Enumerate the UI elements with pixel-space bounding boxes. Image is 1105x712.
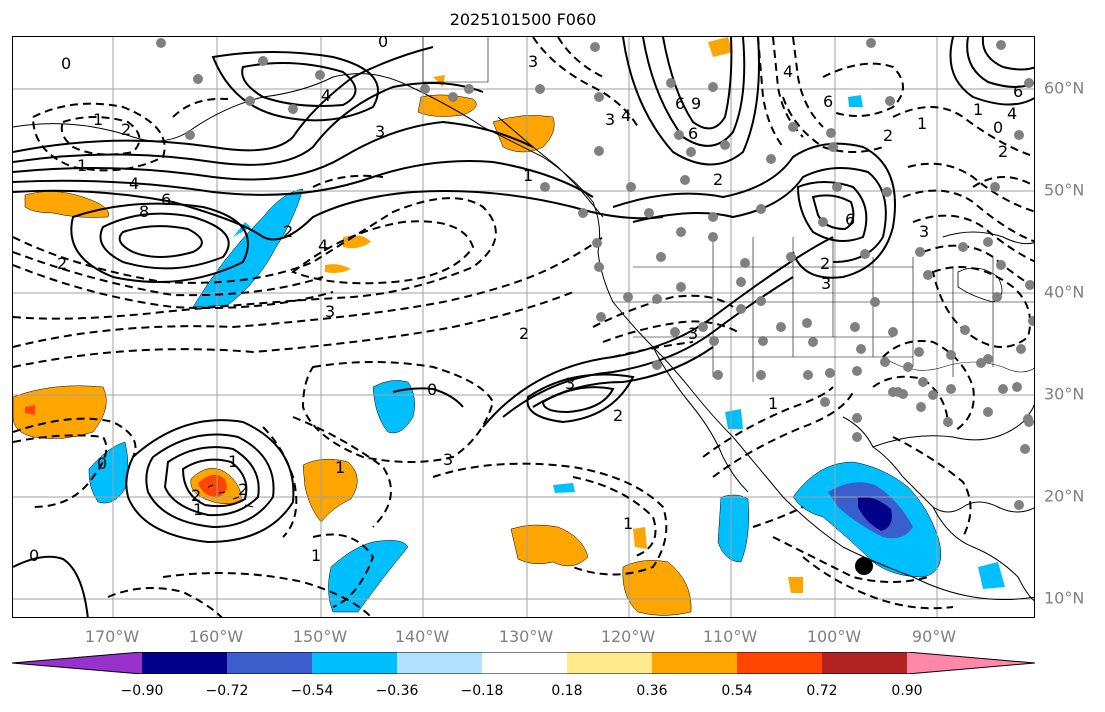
contour-label: 1 [523,166,533,185]
map-title: 2025101500 F060 [449,10,597,29]
contour-label: 1 [77,156,87,175]
longitude-label: 160°W [188,627,244,646]
colorbar-tick-label: 0.90 [891,683,923,699]
contour-label: 6 [823,92,833,111]
colorbar-tick-label: −0.72 [205,683,249,699]
map-panel[interactable]: 0 3 4 6 9 3 4 3 2 0 1 2 6 1 0 1 4 8 6 2 … [12,36,1035,618]
contour-label: 1 [917,114,927,133]
colorbar-segment [12,652,142,674]
contour-label: 1 [768,394,778,413]
contour-label: 6 [845,210,855,229]
latitude-label: 40°N [1044,282,1085,302]
contour-label: 6 [1013,82,1023,101]
contour-label: 3 [919,222,929,241]
contour-label: 2 [883,126,893,145]
contour-label: 1 [93,110,103,129]
colorbar-segment [142,652,227,674]
contour-label: 2 [238,480,248,499]
contour-label: 3 [325,302,335,321]
map-canvas[interactable]: 0 3 4 6 9 3 4 3 2 0 1 2 6 1 0 1 4 8 6 2 … [13,37,1035,618]
coastlines [13,37,1034,602]
contour-label: 0 [29,546,39,565]
longitude-label: 100°W [806,627,862,646]
contour-label: 3 [375,122,385,141]
longitude-label: 170°W [84,627,140,646]
station-markers [156,38,1034,510]
contour-label: 2 [713,170,723,189]
contour-label: 3 [443,450,453,469]
longitude-label: 110°W [702,627,758,646]
contour-label: 0 [993,118,1003,137]
contour-label: 2 [519,324,529,343]
contour-label: 4 [1007,104,1017,123]
contour-label: 0 [97,454,107,473]
contour-label: 3 [605,110,615,129]
contour-label: 8 [139,202,149,221]
longitude-label: 130°W [498,627,554,646]
contour-label: 6 [675,94,685,113]
colorbar-segment [482,652,567,674]
contour-label: 1 [193,500,203,519]
latitude-label: 10°N [1044,588,1085,608]
colorbar-segment [567,652,652,674]
contour-label: 0 [427,380,437,399]
contour-label: 1 [973,100,983,119]
longitude-label: 150°W [292,627,348,646]
colorbar-segment [397,652,482,674]
longitude-label: 140°W [394,627,450,646]
contour-label: 1 [623,514,633,533]
contour-label: 1 [228,452,238,471]
colorbar-tick-label: 0.18 [551,683,583,699]
contour-label: 2 [998,142,1008,161]
contour-label: 2 [613,406,623,425]
contour-label: 0 [61,54,71,73]
contour-label: 4 [129,174,139,193]
contour-label: 2 [820,254,830,273]
storm-center-marker [855,557,873,575]
contour-label: 2 [121,120,131,139]
latitude-label: 20°N [1044,486,1085,506]
contours-negative [13,37,1034,617]
contour-label: 3 [565,374,575,393]
contour-label: 3 [688,324,698,343]
colorbar-segment [227,652,312,674]
colorbar-tick-label: −0.90 [120,683,164,699]
contour-label: 9 [691,94,701,113]
contour-label: 2 [57,254,67,273]
colorbar-tick-label: −0.36 [375,683,419,699]
contour-label: 3 [821,274,831,293]
colorbar-segment [822,652,907,674]
contour-label: 4 [318,236,328,255]
contour-label: 1 [311,546,321,565]
contour-label: 4 [783,62,793,81]
contour-label: 4 [321,86,331,105]
contour-label-group: 0 3 4 6 9 3 4 3 2 0 1 2 6 1 0 1 4 8 6 2 … [29,37,1023,565]
colorbar-tick-label: 0.54 [721,683,753,699]
contour-label: 0 [378,37,388,51]
contour-label: 2 [283,222,293,241]
latitude-label: 30°N [1044,384,1085,404]
contour-label: 1 [335,458,345,477]
colorbar-tick-label: 0.36 [636,683,668,699]
colorbar-segment [737,652,822,674]
colorbar [12,652,1035,674]
latitude-label: 50°N [1044,180,1085,200]
contour-label: 6 [161,190,171,209]
contour-label: 2 [191,486,201,505]
colorbar-tick-label: 0.72 [806,683,838,699]
colorbar-tick-label: −0.54 [290,683,334,699]
colorbar-segment [312,652,397,674]
colorbar-segment [907,652,1035,674]
contour-label: 6 [688,124,698,143]
latitude-label: 60°N [1044,78,1085,98]
contour-label: 3 [528,52,538,71]
shaded-anomalies [13,37,1005,616]
colorbar-segment [652,652,737,674]
longitude-label: 120°W [600,627,656,646]
longitude-label: 90°W [911,627,957,646]
contour-label: 4 [621,106,631,125]
colorbar-tick-label: −0.18 [460,683,504,699]
